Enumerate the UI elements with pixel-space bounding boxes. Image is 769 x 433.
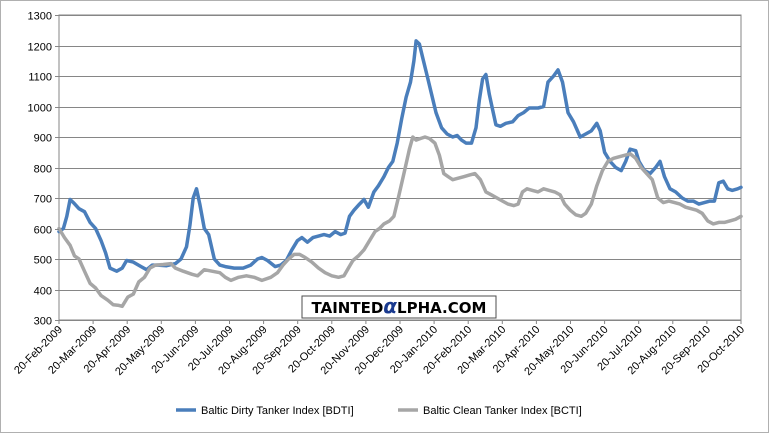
gridlines: [59, 15, 741, 321]
series-line-bcti: [57, 135, 743, 309]
y-tick-label: 600: [34, 225, 52, 237]
series-line-bdti: [57, 39, 743, 273]
watermark-logo: TAINTEDαLPHA.COM: [301, 294, 497, 319]
y-tick-label: 400: [34, 286, 52, 298]
y-tick-label: 300: [34, 316, 52, 328]
y-tick-label: 700: [34, 194, 52, 206]
y-tick-label: 1300: [28, 11, 52, 23]
legend: Baltic Dirty Tanker Index [BDTI] Baltic C…: [176, 405, 582, 417]
watermark-text: TAINTEDαLPHA.COM: [312, 294, 487, 318]
series-lines: [57, 39, 743, 309]
x-axis: 20-Feb-200920-Mar-200920-Apr-200920-May-…: [12, 320, 747, 378]
y-tick-label: 1200: [28, 42, 52, 54]
plot-area: [58, 14, 742, 321]
y-tick-label: 900: [34, 133, 52, 145]
y-tick-label: 1000: [28, 103, 52, 115]
y-tick-label: 500: [34, 255, 52, 267]
legend-label: Baltic Dirty Tanker Index [BDTI]: [201, 405, 354, 417]
y-axis: 300 400 500 600 700 800 900 1000 1100 1200 1300: [28, 11, 59, 328]
y-tick-label: 1100: [28, 72, 52, 84]
y-tick-label: 800: [34, 164, 52, 176]
legend-label: Baltic Clean Tanker Index [BCTI]: [423, 405, 582, 417]
